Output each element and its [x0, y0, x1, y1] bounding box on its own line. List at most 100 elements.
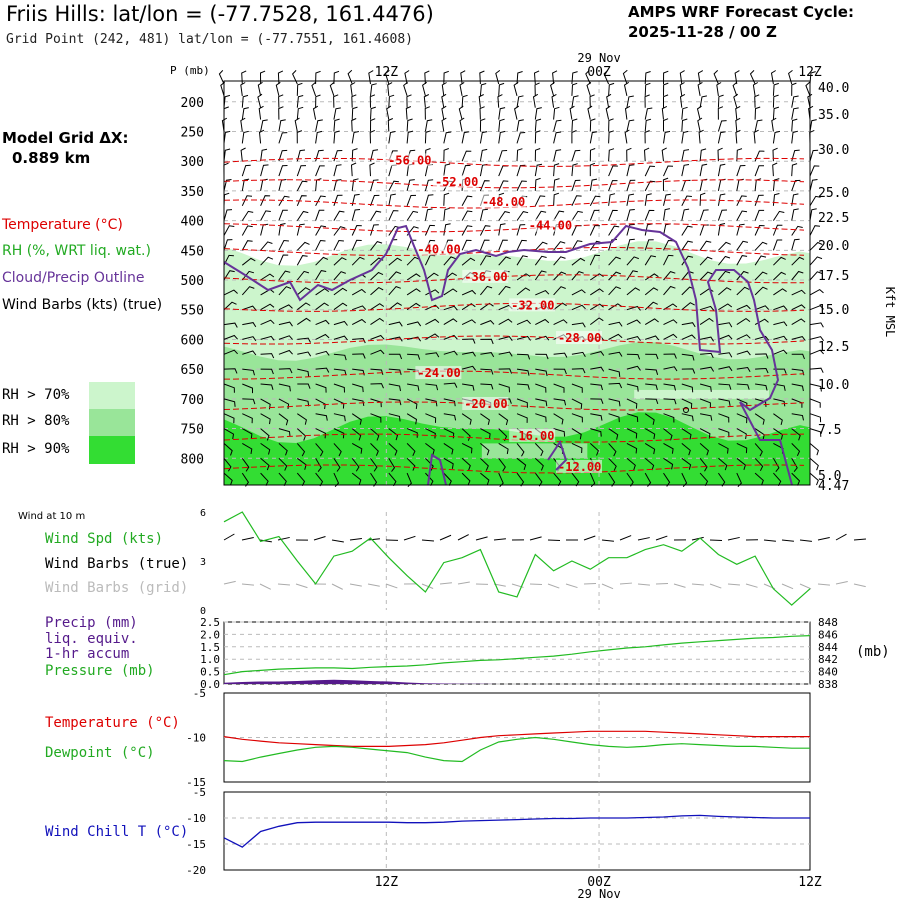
wind-barb: [480, 368, 494, 375]
wind-barb: [535, 368, 548, 377]
wind-barb: [699, 209, 709, 221]
wind-barb: [498, 180, 509, 192]
wind-barb: [315, 367, 330, 373]
pressure-tick: 842: [818, 653, 838, 666]
wind-barb: [406, 94, 412, 108]
wind10-barb-true: [781, 539, 794, 542]
wind-barb: [479, 106, 485, 120]
bottom-time-tick: 12Z: [798, 875, 822, 890]
wind-barb: [589, 131, 598, 144]
wind-barb: [809, 336, 824, 341]
pressure-unit: (mb): [856, 644, 890, 660]
wind-barb: [699, 148, 707, 162]
upper-panel-frame: [223, 80, 811, 486]
wind-barb: [681, 334, 696, 340]
wind-barb: [809, 367, 824, 373]
wind-barb: [605, 105, 611, 120]
wind-barb: [735, 105, 741, 120]
wind-barb: [278, 165, 288, 177]
wind-barb: [807, 93, 813, 108]
wind-barb: [369, 94, 376, 108]
wind-barb: [461, 303, 476, 311]
wind-barb: [753, 129, 759, 144]
height-tick-label: 12.5: [818, 340, 849, 355]
precip-legend-1: Precip (mm): [45, 615, 138, 631]
wind-barb: [552, 70, 558, 85]
wind-barb: [663, 333, 678, 340]
wind-barb: [809, 428, 822, 437]
wind10-barb-true: [529, 536, 542, 541]
wind-barb: [589, 224, 600, 236]
wind-barb: [590, 383, 603, 391]
height-tick-label: 7.5: [818, 423, 841, 438]
wind10-barb-grid: [799, 583, 812, 590]
wind-barb: [791, 238, 800, 251]
wind-barb: [773, 368, 787, 374]
wind-barb: [223, 225, 235, 236]
wind-barb: [513, 81, 519, 97]
wind-barb: [425, 289, 440, 296]
wind-barb: [351, 178, 359, 191]
wind10-barb-grid: [673, 583, 686, 588]
wind-barb: [424, 70, 430, 85]
wind-barb: [241, 210, 254, 221]
temp-tick: -5: [193, 687, 206, 700]
wind-barb: [571, 304, 586, 311]
wind-barb: [679, 70, 685, 85]
wind-barb: [516, 398, 528, 408]
wind-barb: [351, 413, 362, 425]
wind-barb: [590, 288, 604, 296]
legend-rh90-label: RH > 90%: [2, 441, 70, 457]
wind-barb: [424, 106, 430, 120]
wind-barb: [772, 178, 780, 191]
wind-barb: [423, 94, 430, 108]
wind-barb: [351, 148, 358, 162]
wind-barb: [736, 366, 751, 373]
wind10-barb-true: [277, 536, 290, 541]
wind-barb: [626, 119, 635, 132]
wind-barb: [388, 458, 396, 472]
wind-barb: [388, 336, 403, 342]
wind-barb: [461, 164, 471, 177]
wind-barb: [754, 457, 764, 472]
wind10-barb-grid: [709, 583, 722, 589]
wind10-barb-true: [655, 535, 668, 541]
wind-barb: [699, 240, 712, 251]
height-tick-label: 25.0: [818, 186, 849, 201]
wind-barb: [589, 148, 596, 162]
contour-label-bg: [479, 194, 526, 208]
wind-barb: [297, 413, 307, 425]
wind-barb: [535, 353, 549, 360]
wind-barb: [663, 165, 674, 177]
wind-barb: [791, 353, 805, 360]
top-time-tick: 12Z: [798, 65, 822, 80]
wind-barb: [589, 443, 599, 456]
legend-rh80-label: RH > 80%: [2, 413, 70, 429]
wind-barb: [223, 457, 232, 472]
wind-barb: [333, 443, 342, 457]
wind-barb: [370, 317, 385, 326]
contour-label-bg: [432, 174, 479, 188]
wind-barb: [773, 413, 783, 426]
wind-barb: [479, 118, 486, 132]
temperature-contour-label: -32.00: [511, 298, 554, 312]
wind-barb: [608, 286, 621, 296]
wind-barb: [278, 472, 287, 487]
wind-barb: [772, 82, 779, 96]
wind-barb: [606, 93, 612, 108]
wind-barb: [698, 129, 704, 144]
temperature-contour: [223, 464, 805, 474]
wind-barb: [498, 239, 508, 251]
wind-barb: [241, 286, 255, 296]
wind-barb: [352, 398, 365, 406]
wind-barb: [626, 164, 635, 177]
wind-barb: [278, 457, 288, 471]
legend-temperature: Temperature (°C): [2, 217, 123, 233]
temperature-contour: [223, 335, 805, 345]
pressure-axis-label: P (mb): [170, 64, 210, 77]
wind-barb: [351, 318, 367, 326]
wind10-barb-grid: [223, 580, 236, 585]
wind-barb: [589, 162, 596, 177]
wind-barb: [791, 225, 803, 236]
wind-barb: [809, 398, 821, 408]
